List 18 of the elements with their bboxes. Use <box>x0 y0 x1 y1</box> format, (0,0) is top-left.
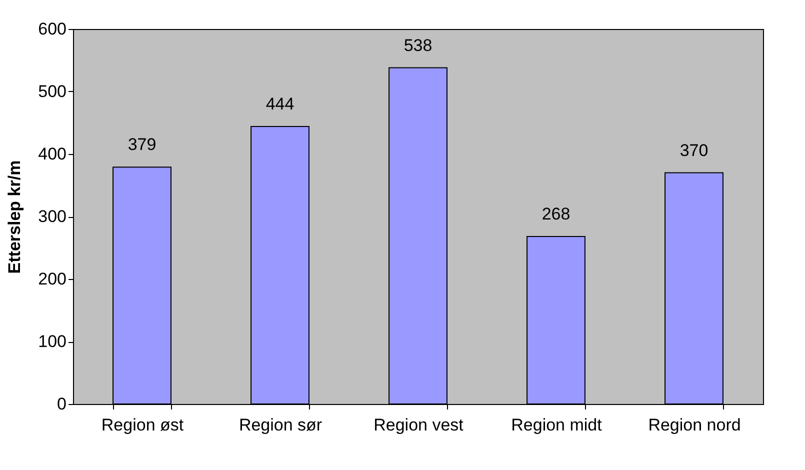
data-label: 379 <box>128 135 156 154</box>
data-label: 370 <box>680 140 708 160</box>
y-axis-title: Etterslep kr/m <box>5 160 24 274</box>
x-tick-label: Region sør <box>238 416 322 434</box>
y-tick-label: 100 <box>38 332 66 351</box>
x-tick-label: Region midt <box>511 416 602 434</box>
y-tick-label: 400 <box>38 144 66 164</box>
y-tick-label: 200 <box>38 270 66 288</box>
data-label: 538 <box>404 36 432 55</box>
data-label: 268 <box>542 204 570 224</box>
y-tick-label: 300 <box>38 207 66 226</box>
x-tick-label: Region vest <box>374 416 464 434</box>
x-tick-label: Region øst <box>101 416 184 434</box>
y-tick-label: 500 <box>38 82 66 101</box>
y-tick-label: 600 <box>38 20 66 38</box>
y-tick-label: 0 <box>57 394 66 414</box>
data-label: 444 <box>266 94 294 114</box>
x-tick-label: Region nord <box>648 416 741 434</box>
